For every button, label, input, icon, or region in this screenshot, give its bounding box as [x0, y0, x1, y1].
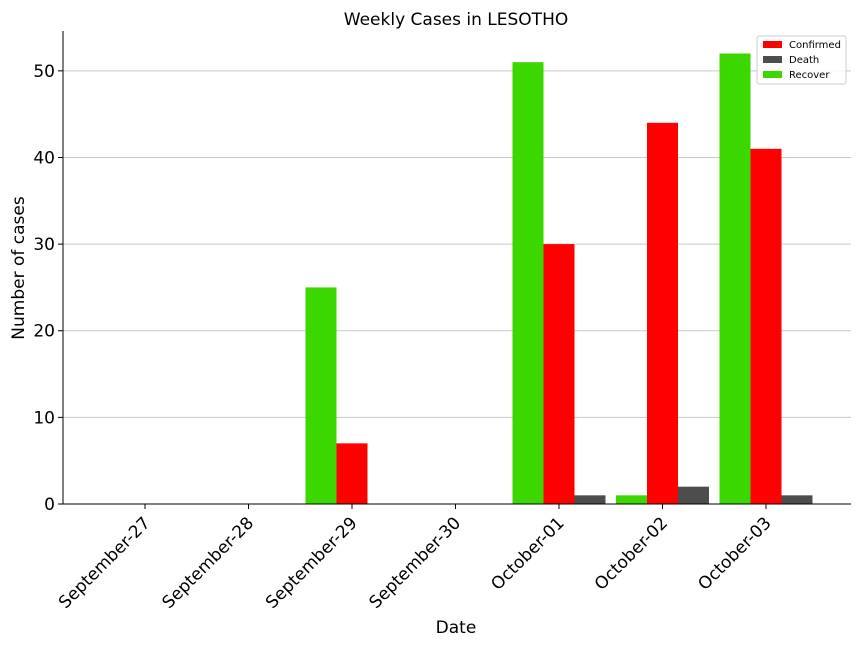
- y-tick-label: 50: [33, 62, 55, 82]
- bar-recover-october-01: [512, 62, 544, 504]
- x-ticks: September-27 September-28 September-29 Sept…: [55, 504, 776, 613]
- x-tick-label: September-28: [159, 513, 258, 612]
- y-tick-label: 10: [33, 408, 55, 428]
- legend-swatch-death: [763, 56, 782, 63]
- bar-confirmed-october-03: [750, 148, 782, 505]
- x-axis-label: Date: [436, 618, 477, 638]
- bar-recover-october-03: [719, 53, 751, 505]
- y-tick-label: 0: [44, 495, 55, 515]
- y-tick-label: 30: [33, 235, 55, 255]
- x-tick-label: October-02: [591, 513, 672, 594]
- y-tick-label: 40: [33, 148, 55, 168]
- x-tick-label: September-29: [262, 513, 361, 612]
- bar-recover-october-02: [616, 495, 647, 504]
- legend-label-confirmed: Confirmed: [789, 40, 841, 51]
- bar-death-october-01: [574, 495, 606, 504]
- bars: [305, 53, 813, 505]
- bar-confirmed-october-01: [543, 244, 575, 504]
- bar-death-october-03: [781, 495, 813, 504]
- x-tick-label: September-30: [366, 513, 465, 612]
- x-tick-label: September-27: [55, 513, 154, 612]
- x-tick-label: October-03: [694, 513, 775, 594]
- legend-label-recover: Recover: [789, 70, 830, 81]
- x-tick-label: October-01: [487, 513, 568, 594]
- axes: [62, 31, 851, 505]
- legend-swatch-confirmed: [763, 41, 782, 48]
- bar-death-october-02: [678, 486, 709, 504]
- chart-title: Weekly Cases in LESOTHO: [344, 10, 568, 30]
- bar-confirmed-october-02: [647, 122, 678, 505]
- y-axis-label: Number of cases: [9, 196, 29, 340]
- y-tick-label: 20: [33, 322, 55, 342]
- legend-swatch-recover: [763, 71, 782, 78]
- y-ticks: 0 10 20 30 40 50: [33, 62, 63, 515]
- legend: Confirmed Death Recover: [756, 35, 847, 85]
- bar-recover-september-29: [305, 287, 337, 504]
- legend-label-death: Death: [789, 55, 819, 66]
- bar-confirmed-september-29: [336, 443, 368, 504]
